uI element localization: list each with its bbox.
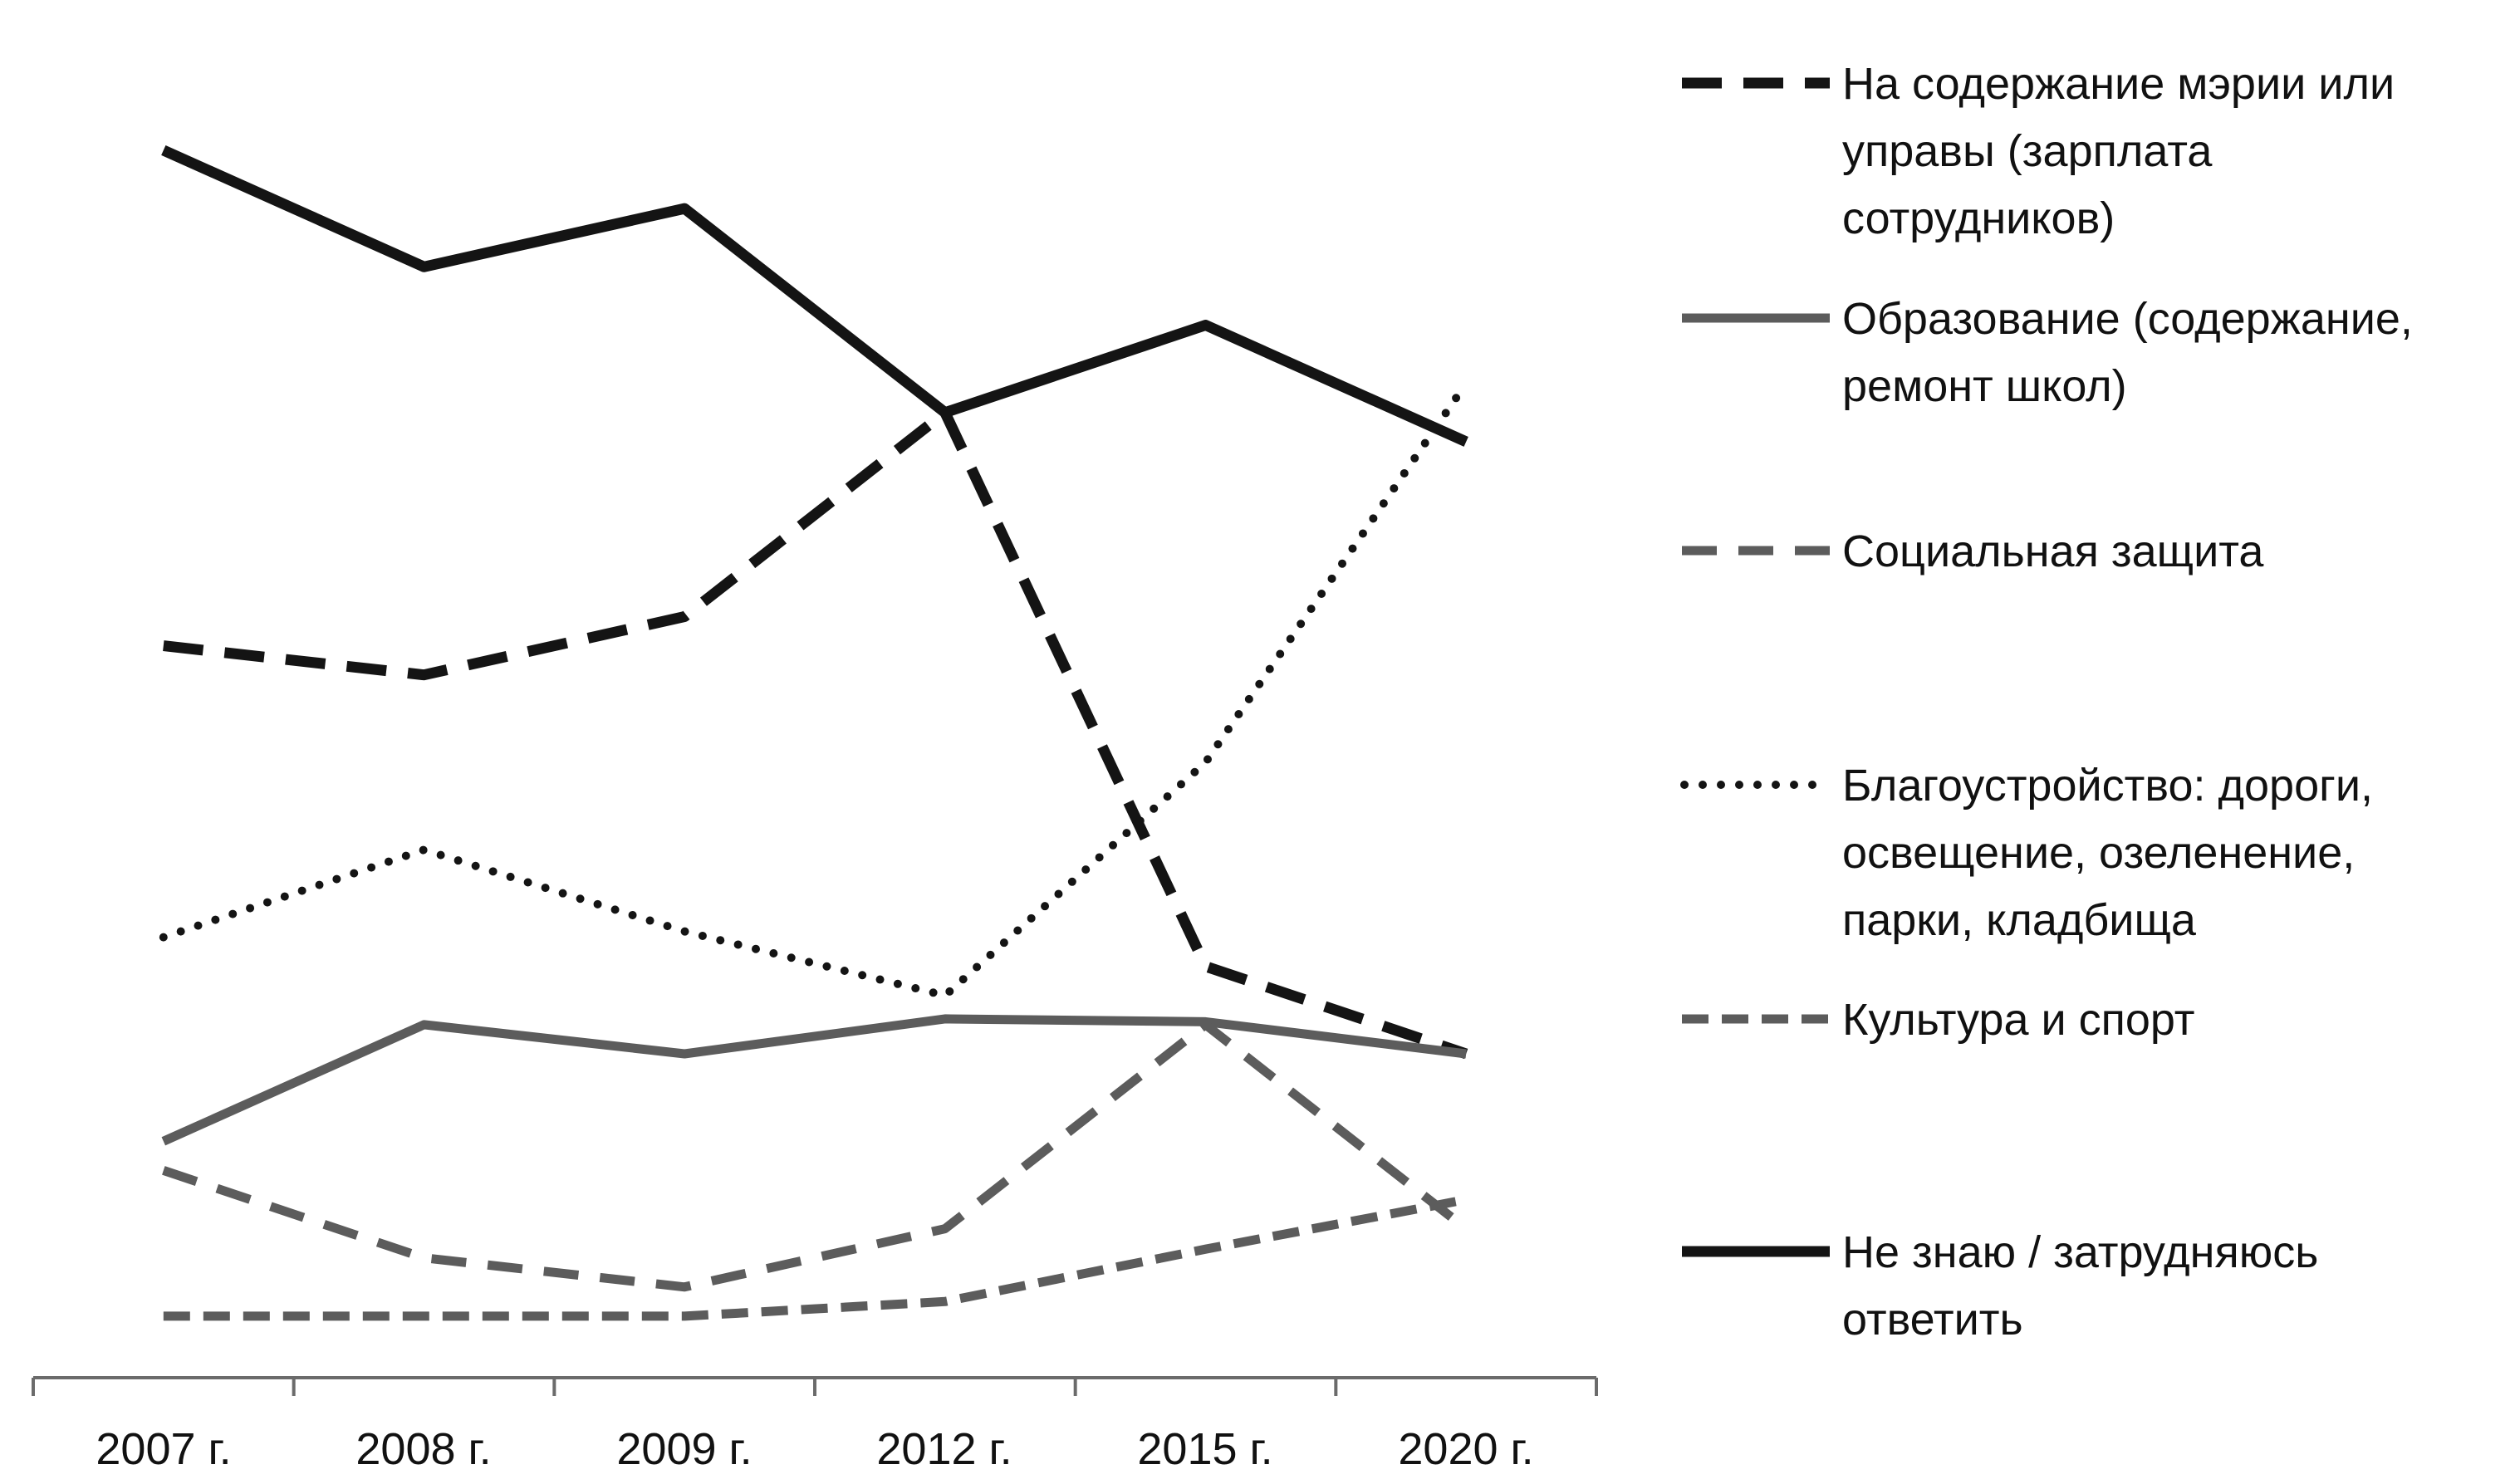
- legend-label-education-line1: Образование (содержание,: [1842, 294, 2413, 344]
- legend-label-dont-know-line2: ответить: [1842, 1295, 2023, 1344]
- x-axis-tick-labels: 2007 г. 2008 г. 2009 г. 2012 г. 2015 г. …: [96, 1424, 1533, 1474]
- legend-item-culture: Культура и спорт: [1682, 995, 2195, 1045]
- series-line-education: [161, 1014, 1467, 1146]
- legend-label-social-line1: Социальная защита: [1842, 527, 2264, 576]
- series-line-culture: [163, 1195, 1468, 1321]
- legend-item-education: Образование (содержание, ремонт школ): [1682, 294, 2413, 411]
- legend-label-improvement-line3: парки, кладбища: [1842, 895, 2197, 945]
- legend-item-improvement: Благоустройство: дороги, освещение, озел…: [1680, 761, 2373, 945]
- series-line-dont-know: [161, 144, 1468, 447]
- x-tick-label-2012: 2012 г.: [876, 1424, 1012, 1474]
- series-line-improvement: [159, 379, 1471, 1000]
- legend-label-admin-line1: На содержание мэрии или: [1842, 59, 2395, 109]
- legend-item-admin: На содержание мэрии или управы (зарплата…: [1682, 59, 2395, 243]
- x-tick-label-2007: 2007 г.: [96, 1424, 231, 1474]
- series-line-admin: [163, 407, 1468, 1060]
- legend-label-improvement-line1: Благоустройство: дороги,: [1842, 761, 2373, 811]
- x-tick-label-2020: 2020 г.: [1398, 1424, 1533, 1474]
- x-axis-ticks: [32, 1378, 1598, 1396]
- legend-label-dont-know-line1: Не знаю / затрудняюсь: [1842, 1227, 2318, 1277]
- series-line-social: [162, 1020, 1469, 1292]
- series-lines: [159, 144, 1471, 1321]
- legend: На содержание мэрии или управы (зарплата…: [1680, 59, 2413, 1344]
- legend-label-culture-line1: Культура и спорт: [1842, 995, 2195, 1045]
- legend-item-dont-know: Не знаю / затрудняюсь ответить: [1682, 1227, 2318, 1344]
- legend-label-admin-line2: управы (зарплата: [1842, 126, 2213, 176]
- x-tick-label-2015: 2015 г.: [1137, 1424, 1272, 1474]
- x-tick-label-2009: 2009 г.: [616, 1424, 752, 1474]
- legend-label-improvement-line2: освещение, озеленение,: [1842, 828, 2355, 878]
- legend-label-education-line2: ремонт школ): [1842, 361, 2127, 411]
- legend-label-admin-line3: сотрудников): [1842, 193, 2115, 243]
- x-tick-label-2008: 2008 г.: [355, 1424, 491, 1474]
- legend-item-social: Социальная защита: [1682, 527, 2264, 576]
